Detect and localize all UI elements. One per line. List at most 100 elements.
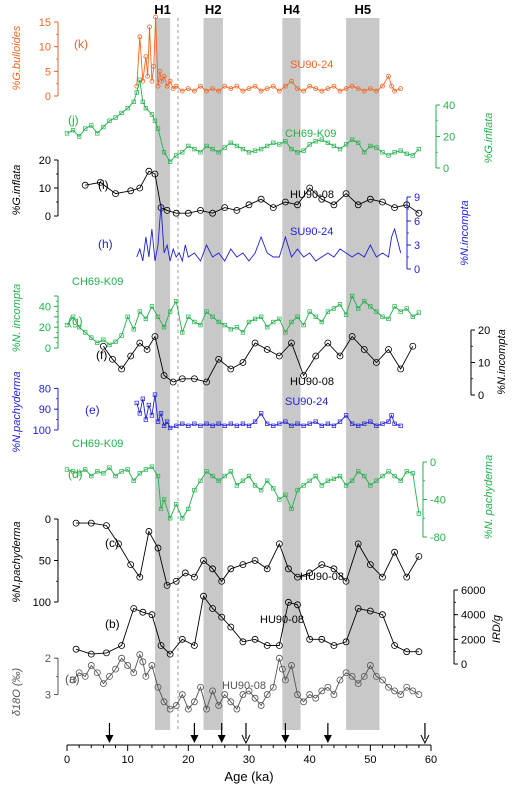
data-point-k — [145, 73, 151, 79]
data-point-a — [306, 691, 314, 698]
data-point-k — [319, 88, 325, 94]
data-point-a — [112, 665, 119, 673]
data-point-j — [140, 99, 145, 105]
panel-d: -80 -40 0 %N. pachyderma (d) CH69-K09 — [64, 438, 495, 544]
data-point-a — [318, 687, 326, 695]
data-point-g — [356, 306, 361, 311]
data-point-a — [348, 672, 356, 680]
data-point-j — [210, 146, 215, 152]
x-tick-label: 50 — [364, 754, 376, 766]
data-point-a — [203, 705, 210, 713]
data-point-d — [246, 473, 252, 479]
data-point-k — [147, 24, 152, 30]
core-label-j: CH69-K09 — [285, 128, 336, 140]
data-point-i — [245, 201, 253, 209]
data-point-i — [112, 190, 119, 198]
data-point-k — [204, 88, 209, 94]
series-line-g — [66, 294, 420, 346]
data-point-g — [349, 293, 355, 299]
data-point-a — [312, 694, 320, 702]
data-point-g — [222, 322, 227, 328]
data-point-k — [167, 78, 173, 84]
age-arrow-head — [323, 735, 332, 743]
data-point-d — [137, 471, 142, 476]
y-tick-label-c: 100 — [33, 597, 51, 609]
data-point-j — [331, 143, 337, 149]
data-point-g — [119, 333, 124, 338]
data-point-j — [89, 123, 94, 128]
data-point-j — [216, 150, 221, 155]
data-point-e — [174, 423, 179, 428]
data-point-f — [190, 375, 198, 383]
data-point-a — [263, 691, 271, 698]
panel-letter-d: (d) — [68, 467, 83, 481]
data-point-e — [313, 419, 318, 424]
data-point-e — [134, 400, 139, 406]
y-tick-label-d: -80 — [430, 532, 446, 544]
data-point-a — [281, 676, 289, 684]
data-point-j — [134, 90, 139, 95]
data-point-b — [251, 635, 259, 643]
data-point-i — [342, 190, 350, 198]
y-tick-label-b: 0 — [461, 659, 467, 671]
data-point-d — [89, 473, 94, 479]
data-point-f — [360, 346, 368, 353]
data-point-a — [190, 698, 198, 706]
y-tick-label-b: 4000 — [461, 610, 485, 622]
data-point-k — [157, 68, 163, 74]
data-point-d — [398, 478, 403, 483]
data-point-e — [289, 423, 294, 428]
data-point-d — [307, 478, 312, 483]
data-point-a — [354, 680, 362, 688]
data-point-k — [159, 78, 165, 84]
data-point-d — [234, 483, 240, 488]
data-point-g — [301, 322, 306, 328]
data-point-g — [362, 299, 367, 304]
panel-letter-a: (a) — [65, 672, 80, 686]
data-point-i — [379, 198, 386, 206]
data-point-k — [137, 34, 143, 40]
data-point-c — [330, 565, 338, 573]
data-point-d — [198, 478, 203, 483]
data-point-g — [246, 319, 252, 325]
data-point-d — [289, 506, 294, 512]
data-point-a — [221, 691, 229, 698]
x-axis: Age (ka) 0 10 20 30 40 50 60 — [64, 723, 437, 784]
data-point-g — [271, 319, 276, 325]
data-point-k — [143, 54, 149, 59]
age-arrow-head — [190, 735, 199, 743]
data-point-i — [145, 167, 153, 175]
data-point-d — [410, 471, 415, 476]
age-arrow-head — [105, 735, 114, 743]
series-line-d — [66, 466, 420, 520]
data-point-f — [100, 342, 107, 350]
y-tick-label-h: 3 — [414, 240, 420, 252]
data-point-d — [119, 469, 124, 474]
data-point-b — [366, 607, 374, 615]
data-point-a — [93, 669, 101, 677]
data-point-c — [72, 519, 80, 527]
data-point-j — [149, 112, 155, 117]
data-point-e — [246, 423, 252, 428]
data-point-d — [337, 473, 343, 479]
data-point-i — [318, 195, 326, 203]
series-line-b — [75, 595, 419, 655]
data-point-a — [379, 676, 386, 684]
data-point-a — [300, 698, 308, 706]
data-point-c — [103, 522, 110, 530]
data-point-g — [64, 322, 70, 328]
y-tick-label-d: -40 — [430, 495, 446, 507]
data-point-k — [210, 86, 216, 91]
data-point-k — [198, 83, 203, 89]
data-point-f — [288, 339, 295, 347]
data-point-a — [166, 705, 174, 713]
data-point-j — [95, 131, 100, 136]
data-point-b — [391, 642, 399, 649]
data-point-c — [391, 548, 399, 556]
y-label-b: IRD/g — [491, 614, 503, 643]
core-label-b: HU90-08 — [260, 614, 304, 626]
data-point-e — [167, 425, 173, 431]
data-point-g — [343, 312, 349, 317]
data-point-g — [240, 330, 246, 335]
y-label-d: %N. pachyderma — [483, 455, 495, 539]
